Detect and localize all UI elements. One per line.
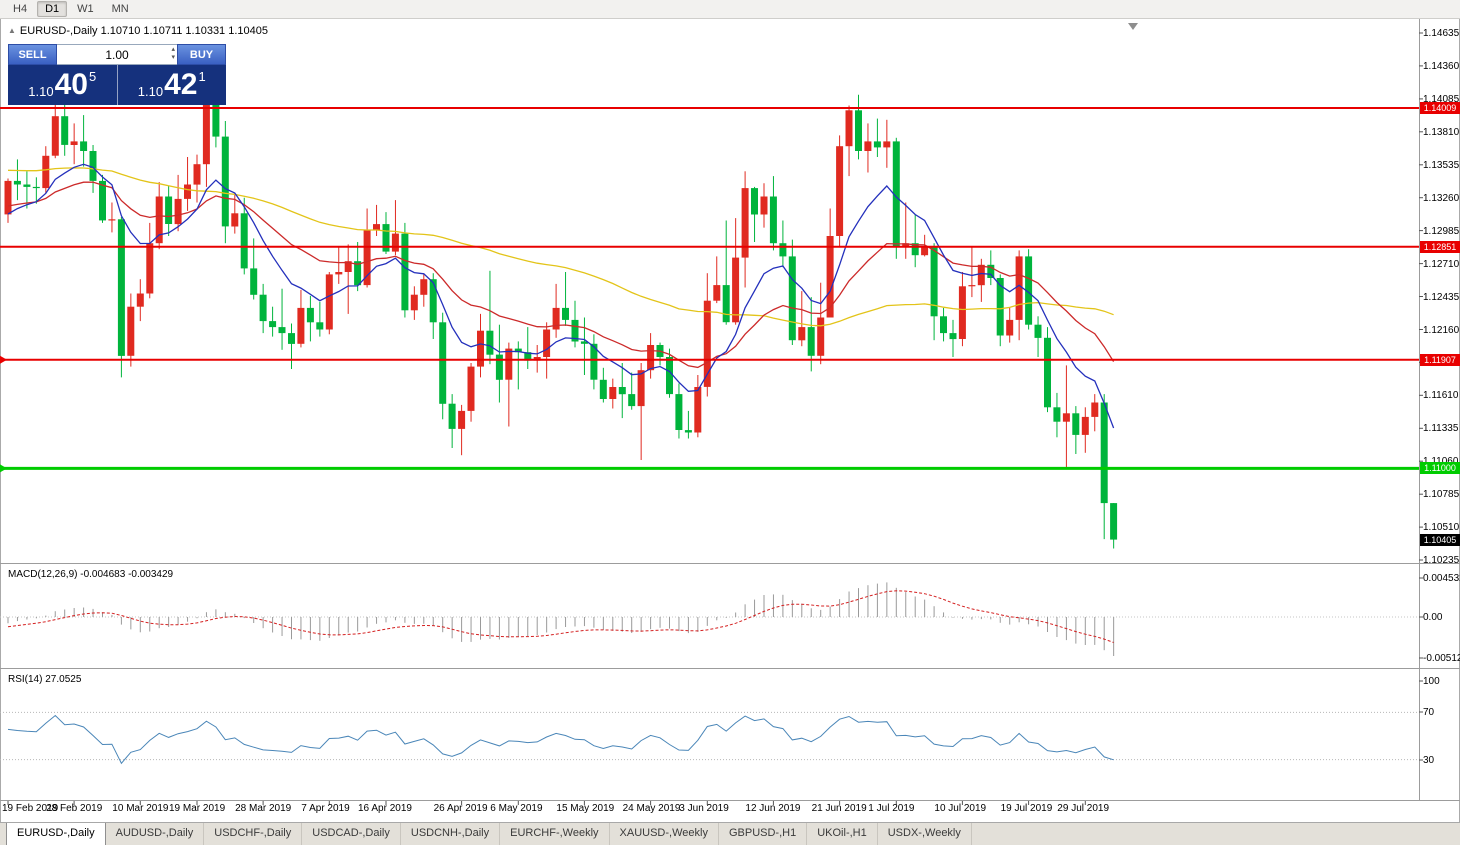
- timeframe-button-MN[interactable]: MN: [111, 3, 129, 15]
- collapse-arrow-icon[interactable]: ▲: [8, 26, 16, 35]
- chart-tab[interactable]: AUDUSD-,Daily: [106, 823, 205, 845]
- chart-tab[interactable]: USDCNH-,Daily: [401, 823, 501, 845]
- price-divider: [116, 65, 118, 105]
- time-axis-label: 10 Jul 2019: [934, 803, 987, 814]
- buy-price[interactable]: 1.10 42 1: [118, 65, 227, 105]
- timeframe-button-H4[interactable]: H4: [13, 3, 28, 15]
- volume-spinner[interactable]: ▴ ▾: [171, 46, 175, 62]
- time-axis-label: 3 Jun 2019: [679, 803, 729, 814]
- time-axis-label: 15 May 2019: [556, 803, 615, 814]
- chart-tab-bar: EURUSD-,Daily AUDUSD-,Daily USDCHF-,Daily U…: [0, 822, 1460, 845]
- chart-tab[interactable]: EURUSD-,Daily: [6, 823, 106, 845]
- sell-price-sup: 5: [88, 69, 97, 84]
- rsi-indicator-label: RSI(14) 27.0525: [8, 674, 82, 685]
- spinner-up-icon[interactable]: ▴: [171, 46, 175, 53]
- time-axis-label: 19 Jul 2019: [1000, 803, 1053, 814]
- sell-button[interactable]: SELL: [8, 44, 57, 65]
- price-line-tag: 1.12851: [1420, 240, 1460, 253]
- time-axis-label: 24 May 2019: [622, 803, 681, 814]
- time-axis-label: 6 May 2019: [490, 803, 543, 814]
- price-scale-label: 1.11335: [1423, 423, 1459, 435]
- price-scale-label: 1.12435: [1423, 291, 1460, 303]
- rsi-panel: [0, 711, 1419, 765]
- moving-averages-layer: [7, 163, 1115, 429]
- buy-price-sup: 1: [198, 69, 206, 84]
- buy-button[interactable]: BUY: [177, 44, 226, 65]
- time-axis-label: 28 Mar 2019: [235, 803, 292, 814]
- line-left-marker: [0, 355, 7, 364]
- sell-price-big: 40: [54, 68, 88, 101]
- spinner-down-icon[interactable]: ▾: [171, 54, 175, 61]
- panel-borders: [0, 19, 1460, 805]
- one-click-trading-panel: SELL 1.00 ▴ ▾ BUY 1.10 40 5 1.10 42 1: [8, 44, 226, 105]
- buy-price-prefix: 1.10: [137, 84, 164, 99]
- time-axis-label: 12 Jun 2019: [745, 803, 801, 814]
- time-axis-label: 29 Jul 2019: [1057, 803, 1110, 814]
- time-axis-label: 19 Feb 2019: [2, 803, 59, 814]
- chart-title-text: EURUSD-,Daily 1.10710 1.10711 1.10331 1.…: [19, 25, 268, 37]
- price-scale-label: 1.14635: [1423, 28, 1460, 39]
- sell-price-prefix: 1.10: [28, 84, 54, 99]
- time-axis-label: 21 Jun 2019: [811, 803, 867, 814]
- chart-tab[interactable]: GBPUSD-,H1: [719, 823, 808, 845]
- price-scale-label: 1.12160: [1423, 324, 1460, 336]
- rsi-scale-label: 70: [1423, 707, 1435, 718]
- price-scale-label: 1.14085: [1423, 93, 1460, 105]
- volume-value: 1.00: [105, 47, 129, 62]
- macd-scale-label: 0.00: [1423, 612, 1443, 623]
- timeframe-toolbar: H4 D1 W1 MN: [0, 0, 1460, 19]
- chart-tab[interactable]: XAUUSD-,Weekly: [610, 823, 719, 845]
- time-axis-label: 10 Mar 2019: [112, 803, 169, 814]
- price-line-tag: 1.14009: [1420, 102, 1460, 114]
- chart-title: ▲ EURUSD-,Daily 1.10710 1.10711 1.10331 1…: [8, 25, 268, 37]
- macd-indicator-label: MACD(12,26,9) -0.004683 -0.003429: [8, 569, 174, 580]
- time-axis-label: 26 Apr 2019: [433, 803, 488, 814]
- chart-tab[interactable]: EURCHF-,Weekly: [500, 823, 610, 845]
- line-left-marker: [0, 464, 7, 473]
- price-scale-label: 1.12985: [1423, 225, 1460, 237]
- sell-price[interactable]: 1.10 40 5: [8, 65, 117, 105]
- rsi-scale-label: 30: [1423, 755, 1435, 766]
- timeframe-button-W1[interactable]: W1: [77, 3, 94, 15]
- price-scale-label: 1.10235: [1423, 555, 1460, 566]
- chart-tab[interactable]: USDCAD-,Daily: [302, 823, 401, 845]
- current-price-tag: 1.10405: [1420, 533, 1460, 546]
- price-scale-label: 1.13260: [1423, 192, 1460, 204]
- price-scale-label: 1.13535: [1423, 159, 1460, 171]
- price-line-tag: 1.11000: [1420, 462, 1460, 475]
- sr-lines-layer: [0, 107, 1419, 473]
- time-axis-label: 28 Feb 2019: [46, 803, 103, 814]
- candles-layer: [4, 94, 1118, 549]
- price-scale-label: 1.11610: [1423, 390, 1459, 402]
- rsi-scale-label: 100: [1423, 676, 1440, 687]
- chart-tab[interactable]: USDCHF-,Daily: [204, 823, 303, 845]
- time-axis-label: 16 Apr 2019: [358, 803, 412, 814]
- price-scale-label: 1.13810: [1423, 126, 1460, 138]
- volume-input[interactable]: 1.00 ▴ ▾: [57, 44, 177, 65]
- buy-price-big: 42: [164, 68, 198, 101]
- chart-tab[interactable]: UKOil-,H1: [807, 823, 878, 845]
- time-axis-label: 7 Apr 2019: [301, 803, 350, 814]
- price-scale-label: 1.14360: [1423, 60, 1460, 72]
- time-axis-label: 1 Jul 2019: [868, 803, 915, 814]
- price-scale-label: 1.12710: [1423, 258, 1460, 270]
- price-scale-label: 1.11060: [1423, 456, 1458, 467]
- time-axis-label: 19 Mar 2019: [169, 803, 226, 814]
- price-scale-label: 1.10785: [1423, 489, 1460, 501]
- macd-scale-label: 0.004532: [1423, 573, 1460, 584]
- chart-tab[interactable]: USDX-,Weekly: [878, 823, 972, 845]
- timeframe-button-D1[interactable]: D1: [37, 1, 68, 17]
- shift-marker-icon: [1128, 23, 1138, 30]
- price-line-tag: 1.11907: [1420, 353, 1460, 366]
- macd-scale-label: -0.005122: [1423, 653, 1460, 664]
- macd-panel: [0, 582, 1419, 656]
- price-scale-label: 1.10510: [1423, 522, 1460, 534]
